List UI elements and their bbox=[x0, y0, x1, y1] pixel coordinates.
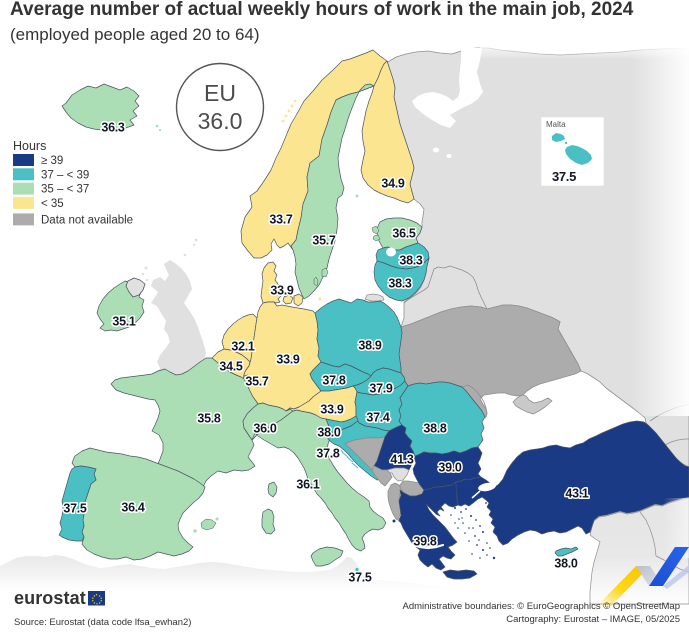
svg-text:35.8: 35.8 bbox=[197, 412, 220, 426]
svg-text:37 – < 39: 37 – < 39 bbox=[41, 169, 89, 181]
svg-text:33.9: 33.9 bbox=[320, 403, 343, 417]
svg-text:33.9: 33.9 bbox=[276, 353, 299, 367]
svg-text:37.9: 37.9 bbox=[369, 382, 392, 396]
svg-text:37.4: 37.4 bbox=[366, 411, 389, 425]
svg-text:38.9: 38.9 bbox=[358, 339, 381, 353]
svg-text:37.8: 37.8 bbox=[316, 447, 339, 461]
svg-text:35 – < 37: 35 – < 37 bbox=[41, 184, 89, 196]
svg-text:36.0: 36.0 bbox=[198, 108, 243, 134]
svg-text:38.3: 38.3 bbox=[399, 254, 422, 268]
svg-text:Hours: Hours bbox=[13, 139, 46, 153]
svg-text:EU: EU bbox=[204, 80, 236, 106]
svg-text:36.5: 36.5 bbox=[392, 227, 415, 241]
svg-text:36.1: 36.1 bbox=[296, 478, 319, 492]
svg-text:36.3: 36.3 bbox=[101, 121, 124, 135]
svg-text:Malta: Malta bbox=[546, 120, 566, 129]
svg-text:35.7: 35.7 bbox=[245, 375, 268, 389]
svg-text:35.1: 35.1 bbox=[112, 315, 135, 329]
svg-text:37.8: 37.8 bbox=[322, 374, 345, 388]
svg-text:38.0: 38.0 bbox=[554, 557, 577, 571]
svg-text:39.0: 39.0 bbox=[438, 461, 461, 475]
svg-text:eurostat: eurostat bbox=[14, 588, 86, 608]
svg-text:33.9: 33.9 bbox=[270, 284, 293, 298]
svg-text:Data not available: Data not available bbox=[41, 214, 133, 226]
svg-text:37.5: 37.5 bbox=[348, 571, 371, 585]
svg-text:34.9: 34.9 bbox=[381, 177, 404, 191]
svg-text:33.7: 33.7 bbox=[269, 213, 292, 227]
svg-text:43.1: 43.1 bbox=[565, 487, 588, 501]
svg-text:< 35: < 35 bbox=[41, 198, 64, 210]
svg-text:38.3: 38.3 bbox=[388, 277, 411, 291]
svg-text:38.8: 38.8 bbox=[423, 422, 446, 436]
svg-text:36.0: 36.0 bbox=[253, 422, 276, 436]
svg-text:41.3: 41.3 bbox=[390, 453, 413, 467]
svg-text:35.7: 35.7 bbox=[312, 234, 335, 248]
svg-text:37.5: 37.5 bbox=[63, 502, 86, 516]
svg-text:36.4: 36.4 bbox=[121, 501, 144, 515]
svg-text:≥ 39: ≥ 39 bbox=[41, 155, 63, 167]
svg-text:32.1: 32.1 bbox=[231, 340, 254, 354]
svg-text:34.5: 34.5 bbox=[219, 360, 242, 374]
svg-text:39.8: 39.8 bbox=[413, 535, 436, 549]
svg-text:38.0: 38.0 bbox=[317, 426, 340, 440]
svg-text:37.5: 37.5 bbox=[552, 169, 576, 184]
